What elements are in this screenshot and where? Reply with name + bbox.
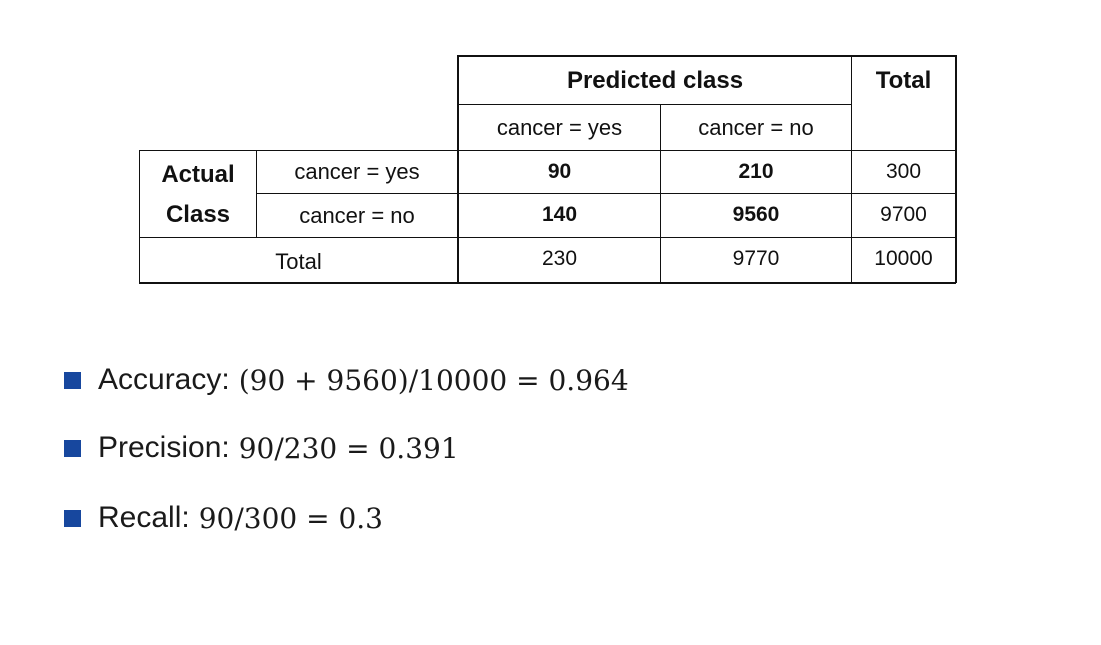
rule-under-predicted [457, 104, 851, 105]
rule-top [457, 55, 956, 57]
rule-right [955, 55, 957, 283]
total-pred-yes: 230 [541, 247, 578, 270]
actual-label-line1: Actual [161, 161, 235, 188]
predicted-col-no: cancer = no [698, 114, 814, 140]
cell-yes-total: 300 [885, 160, 922, 183]
total-pred-no: 9770 [732, 247, 780, 270]
cell-yes-no: 210 [738, 160, 774, 183]
actual-label-line2: Class [165, 201, 231, 228]
rule-total-divider [851, 55, 852, 283]
confusion-matrix: Predicted class Total cancer = yes cance… [0, 0, 1101, 300]
rule-between-rows [256, 193, 956, 194]
row-label-no: cancer = no [299, 202, 415, 228]
metric-label: Precision: [98, 431, 230, 464]
bullet-square-icon [64, 509, 81, 527]
metric-formula: (90 + 9560)/10000 = 0.964 [238, 363, 629, 397]
grand-total: 10000 [874, 247, 933, 270]
metric-label: Accuracy: [98, 363, 230, 396]
rule-left [139, 150, 140, 283]
totals-row-label: Total [275, 249, 322, 274]
rule-label-divider [457, 55, 459, 283]
metric-precision: Precision: 90/230 = 0.391 [64, 428, 459, 468]
metric-accuracy: Accuracy: (90 + 9560)/10000 = 0.964 [64, 360, 629, 400]
bullet-square-icon [64, 371, 81, 389]
rule-pred-divider [660, 104, 661, 283]
cell-no-yes: 140 [541, 202, 578, 226]
total-header: Total [875, 66, 932, 94]
rule-above-totals [139, 237, 956, 238]
metric-formula: 90/230 = 0.391 [238, 431, 459, 465]
cell-no-total: 9700 [880, 202, 927, 226]
rule-body-top [139, 150, 956, 151]
rule-actual-divider [256, 150, 257, 238]
cell-yes-yes: 90 [547, 160, 572, 183]
rule-bottom [139, 282, 956, 284]
predicted-class-header: Predicted class [566, 66, 744, 94]
metric-formula: 90/300 = 0.3 [198, 501, 383, 535]
row-label-yes: cancer = yes [294, 159, 420, 184]
metric-recall: Recall: 90/300 = 0.3 [64, 498, 383, 538]
predicted-col-yes: cancer = yes [496, 114, 623, 140]
cell-no-no: 9560 [732, 202, 780, 226]
metric-label: Recall: [98, 501, 190, 534]
bullet-square-icon [64, 439, 81, 457]
